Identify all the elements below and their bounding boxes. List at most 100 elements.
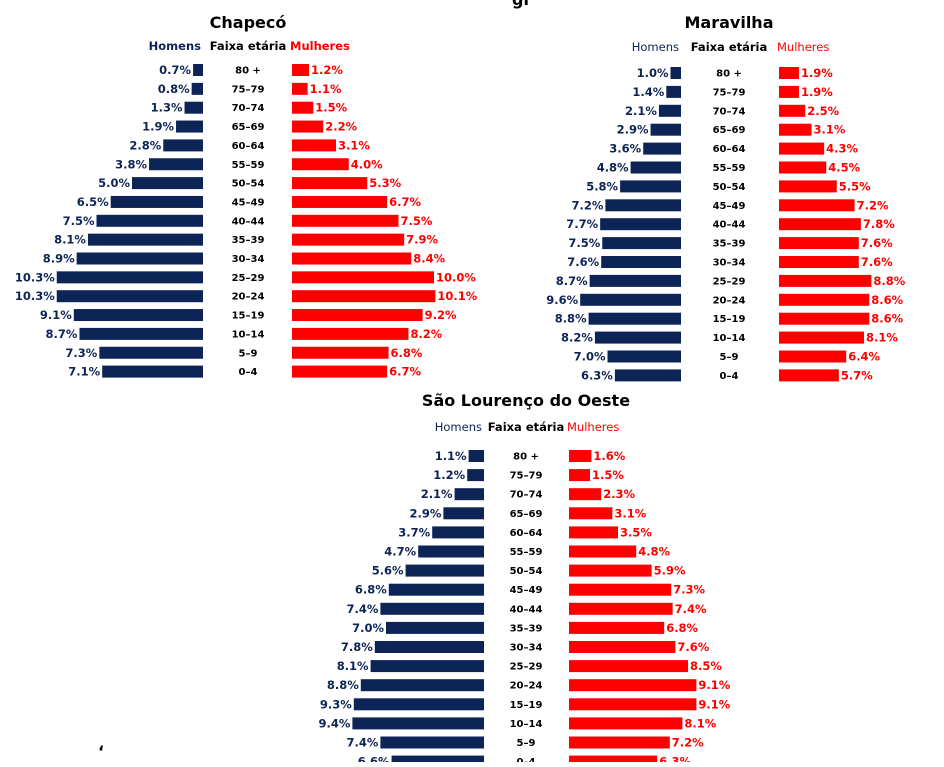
data-label-homens: 6.6% bbox=[358, 755, 390, 762]
bar-homens bbox=[643, 142, 681, 155]
bar-mulheres bbox=[292, 158, 349, 171]
data-label-mulheres: 2.3% bbox=[603, 487, 635, 501]
bar-mulheres bbox=[779, 274, 872, 287]
legend-mulheres: Mulheres bbox=[290, 39, 350, 53]
age-category-label: 15–19 bbox=[232, 311, 265, 322]
data-label-homens: 9.4% bbox=[318, 716, 350, 730]
age-category-label: 25–29 bbox=[232, 273, 265, 284]
age-category-label: 15–19 bbox=[713, 314, 746, 325]
data-label-homens: 9.1% bbox=[40, 308, 72, 322]
bar-homens bbox=[76, 252, 203, 265]
data-label-homens: 8.7% bbox=[556, 274, 588, 288]
data-label-homens: 10.3% bbox=[15, 270, 55, 284]
age-category-label: 60–64 bbox=[232, 141, 265, 152]
bar-homens bbox=[374, 641, 484, 653]
data-label-homens: 2.9% bbox=[617, 123, 649, 137]
age-category-label: 55–59 bbox=[510, 547, 543, 558]
data-label-homens: 8.9% bbox=[43, 252, 75, 266]
legend-homens: Homens bbox=[632, 40, 679, 54]
bar-homens bbox=[353, 698, 484, 711]
data-label-mulheres: 9.1% bbox=[698, 678, 730, 692]
data-label-homens: 6.5% bbox=[77, 195, 109, 209]
data-label-mulheres: 7.3% bbox=[673, 583, 705, 597]
data-label-mulheres: 7.5% bbox=[401, 214, 433, 228]
data-label-homens: 3.7% bbox=[398, 525, 430, 539]
data-label-mulheres: 4.5% bbox=[828, 161, 860, 175]
bar-homens bbox=[87, 233, 203, 246]
bar-homens bbox=[589, 274, 681, 287]
age-category-label: 15–19 bbox=[510, 700, 543, 711]
age-category-label: 20–24 bbox=[510, 681, 543, 692]
bar-homens bbox=[386, 621, 484, 634]
age-group-header: Faixa etária bbox=[691, 40, 768, 54]
data-label-homens: 4.7% bbox=[384, 545, 416, 559]
data-label-mulheres: 8.6% bbox=[871, 312, 903, 326]
data-label-homens: 10.3% bbox=[15, 289, 55, 303]
data-label-mulheres: 5.7% bbox=[841, 368, 873, 382]
data-label-homens: 7.1% bbox=[68, 365, 100, 379]
bar-mulheres bbox=[292, 252, 412, 265]
bar-mulheres bbox=[292, 271, 434, 284]
data-label-mulheres: 7.6% bbox=[677, 640, 709, 654]
data-label-homens: 7.6% bbox=[567, 255, 599, 269]
age-category-label: 50–54 bbox=[510, 566, 543, 577]
bar-mulheres bbox=[779, 256, 859, 268]
bar-homens bbox=[56, 290, 203, 303]
data-label-mulheres: 7.4% bbox=[675, 602, 707, 616]
data-label-mulheres: 1.9% bbox=[801, 66, 833, 80]
data-label-homens: 8.1% bbox=[54, 233, 86, 247]
data-label-mulheres: 6.8% bbox=[391, 346, 423, 360]
age-category-label: 25–29 bbox=[713, 276, 746, 287]
bar-homens bbox=[163, 139, 203, 152]
bar-homens bbox=[600, 218, 681, 231]
bar-mulheres bbox=[569, 736, 670, 749]
age-category-label: 0–4 bbox=[517, 757, 536, 762]
age-category-label: 0–4 bbox=[239, 367, 258, 378]
bar-mulheres bbox=[569, 602, 673, 615]
age-category-label: 50–54 bbox=[713, 182, 746, 193]
bar-mulheres bbox=[779, 237, 859, 250]
bar-homens bbox=[594, 331, 681, 344]
bar-homens bbox=[601, 256, 681, 268]
age-category-label: 75–79 bbox=[232, 84, 265, 95]
data-label-mulheres: 8.1% bbox=[684, 716, 716, 730]
bar-mulheres bbox=[569, 469, 590, 482]
age-category-label: 10–14 bbox=[232, 329, 265, 340]
age-category-label: 70–74 bbox=[510, 490, 543, 501]
data-label-mulheres: 2.2% bbox=[325, 120, 357, 134]
bar-mulheres bbox=[779, 293, 870, 306]
data-label-homens: 8.8% bbox=[555, 312, 587, 326]
age-category-label: 45–49 bbox=[713, 201, 746, 212]
data-label-homens: 5.8% bbox=[586, 179, 618, 193]
bar-homens bbox=[614, 369, 681, 382]
data-label-homens: 4.8% bbox=[597, 161, 629, 175]
age-category-label: 55–59 bbox=[232, 160, 265, 171]
bar-mulheres bbox=[569, 583, 672, 596]
bar-homens bbox=[658, 104, 681, 117]
bar-homens bbox=[588, 312, 681, 325]
bar-homens bbox=[110, 195, 203, 208]
age-group-header: Faixa etária bbox=[210, 39, 287, 53]
age-category-label: 25–29 bbox=[510, 662, 543, 673]
data-label-homens: 7.5% bbox=[568, 236, 600, 250]
age-category-label: 45–49 bbox=[232, 197, 265, 208]
data-label-mulheres: 5.3% bbox=[369, 176, 401, 190]
bar-homens bbox=[620, 180, 681, 193]
bar-mulheres bbox=[292, 214, 399, 227]
age-category-label: 20–24 bbox=[232, 292, 265, 303]
age-category-label: 70–74 bbox=[713, 106, 746, 117]
data-label-mulheres: 1.2% bbox=[311, 63, 343, 77]
bar-homens bbox=[360, 679, 484, 692]
bar-mulheres bbox=[569, 564, 652, 577]
age-category-label: 65–69 bbox=[232, 122, 265, 133]
data-label-homens: 2.1% bbox=[625, 104, 657, 118]
data-label-homens: 1.9% bbox=[142, 120, 174, 134]
bar-mulheres bbox=[779, 85, 799, 98]
data-label-homens: 7.4% bbox=[346, 602, 378, 616]
data-label-homens: 8.7% bbox=[46, 327, 78, 341]
bar-mulheres bbox=[779, 218, 861, 231]
bar-mulheres bbox=[779, 67, 799, 79]
data-label-homens: 3.8% bbox=[115, 157, 147, 171]
pyramid-chart-1: Chapecó Homens Faixa etária Mulheres 0.7% 80 … bbox=[15, 13, 478, 379]
bar-mulheres bbox=[569, 717, 683, 730]
